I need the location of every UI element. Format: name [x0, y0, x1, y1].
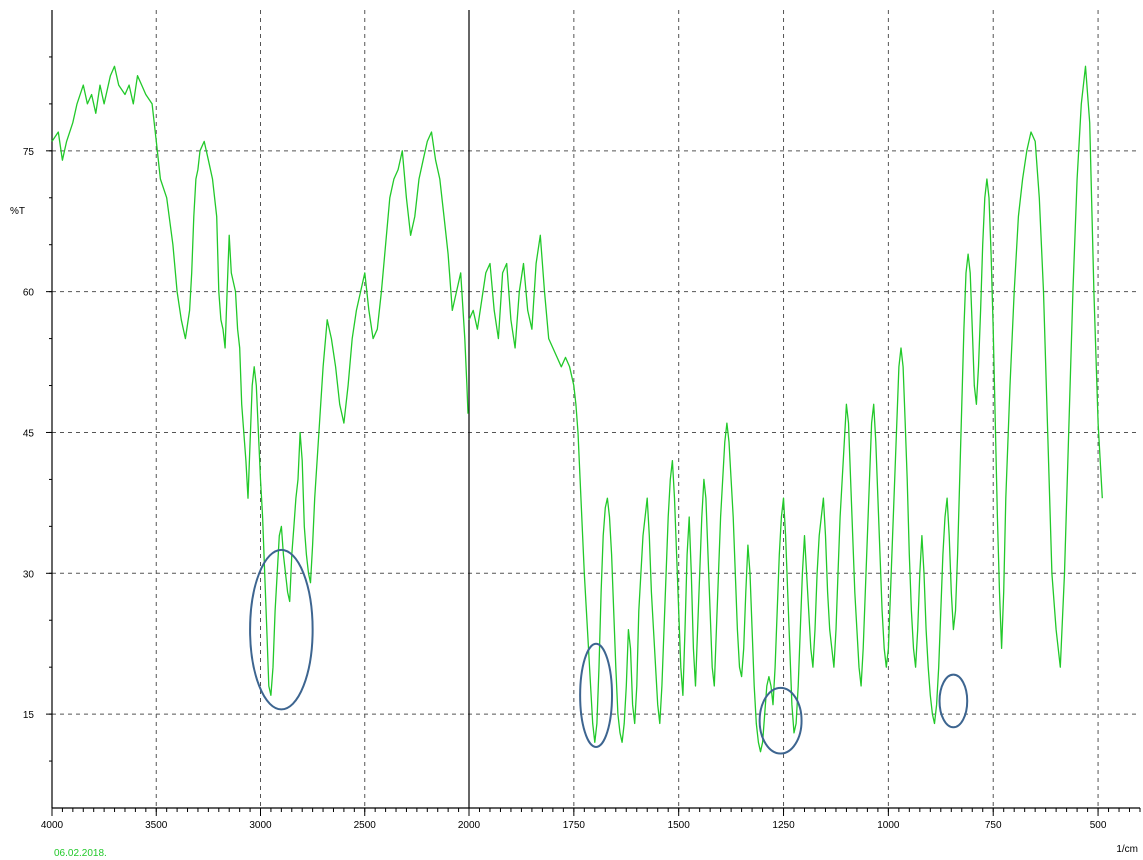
spectrum-series — [51, 65, 1103, 753]
tick-marks — [46, 56, 1141, 816]
grid-lines — [52, 10, 1140, 808]
x-axis-label: 1/cm — [1116, 844, 1138, 855]
x-tick-label: 1500 — [668, 820, 691, 831]
x-tick-label: 1250 — [772, 820, 795, 831]
y-tick-label: 60 — [23, 288, 35, 299]
spectrum-line-high — [51, 65, 469, 696]
y-tick-label: 45 — [23, 428, 35, 439]
spectrum-line-low — [468, 65, 1103, 753]
tick-labels: 4000 3500 3000 2500 2000 1750 1500 1250 1000 750 5… — [23, 147, 1107, 831]
y-tick-label: 75 — [23, 147, 35, 158]
x-tick-label: 3000 — [249, 820, 272, 831]
highlight-ellipse — [938, 673, 969, 729]
highlight-circles — [249, 548, 969, 755]
highlight-ellipse — [579, 642, 614, 748]
date-label: 06.02.2018. — [54, 848, 107, 859]
x-tick-label: 1750 — [563, 820, 586, 831]
y-tick-label: 15 — [23, 710, 35, 721]
x-tick-label: 500 — [1090, 820, 1107, 831]
y-axis-label: %T — [10, 206, 25, 217]
x-tick-label: 750 — [985, 820, 1002, 831]
highlight-ellipse — [249, 548, 314, 711]
x-tick-label: 2000 — [458, 820, 481, 831]
y-tick-label: 30 — [23, 569, 35, 580]
x-tick-label: 3500 — [145, 820, 168, 831]
highlight-ellipse — [758, 686, 803, 755]
x-tick-label: 1000 — [877, 820, 900, 831]
x-tick-label: 2500 — [354, 820, 377, 831]
axes — [51, 10, 1140, 809]
x-tick-label: 4000 — [41, 820, 64, 831]
